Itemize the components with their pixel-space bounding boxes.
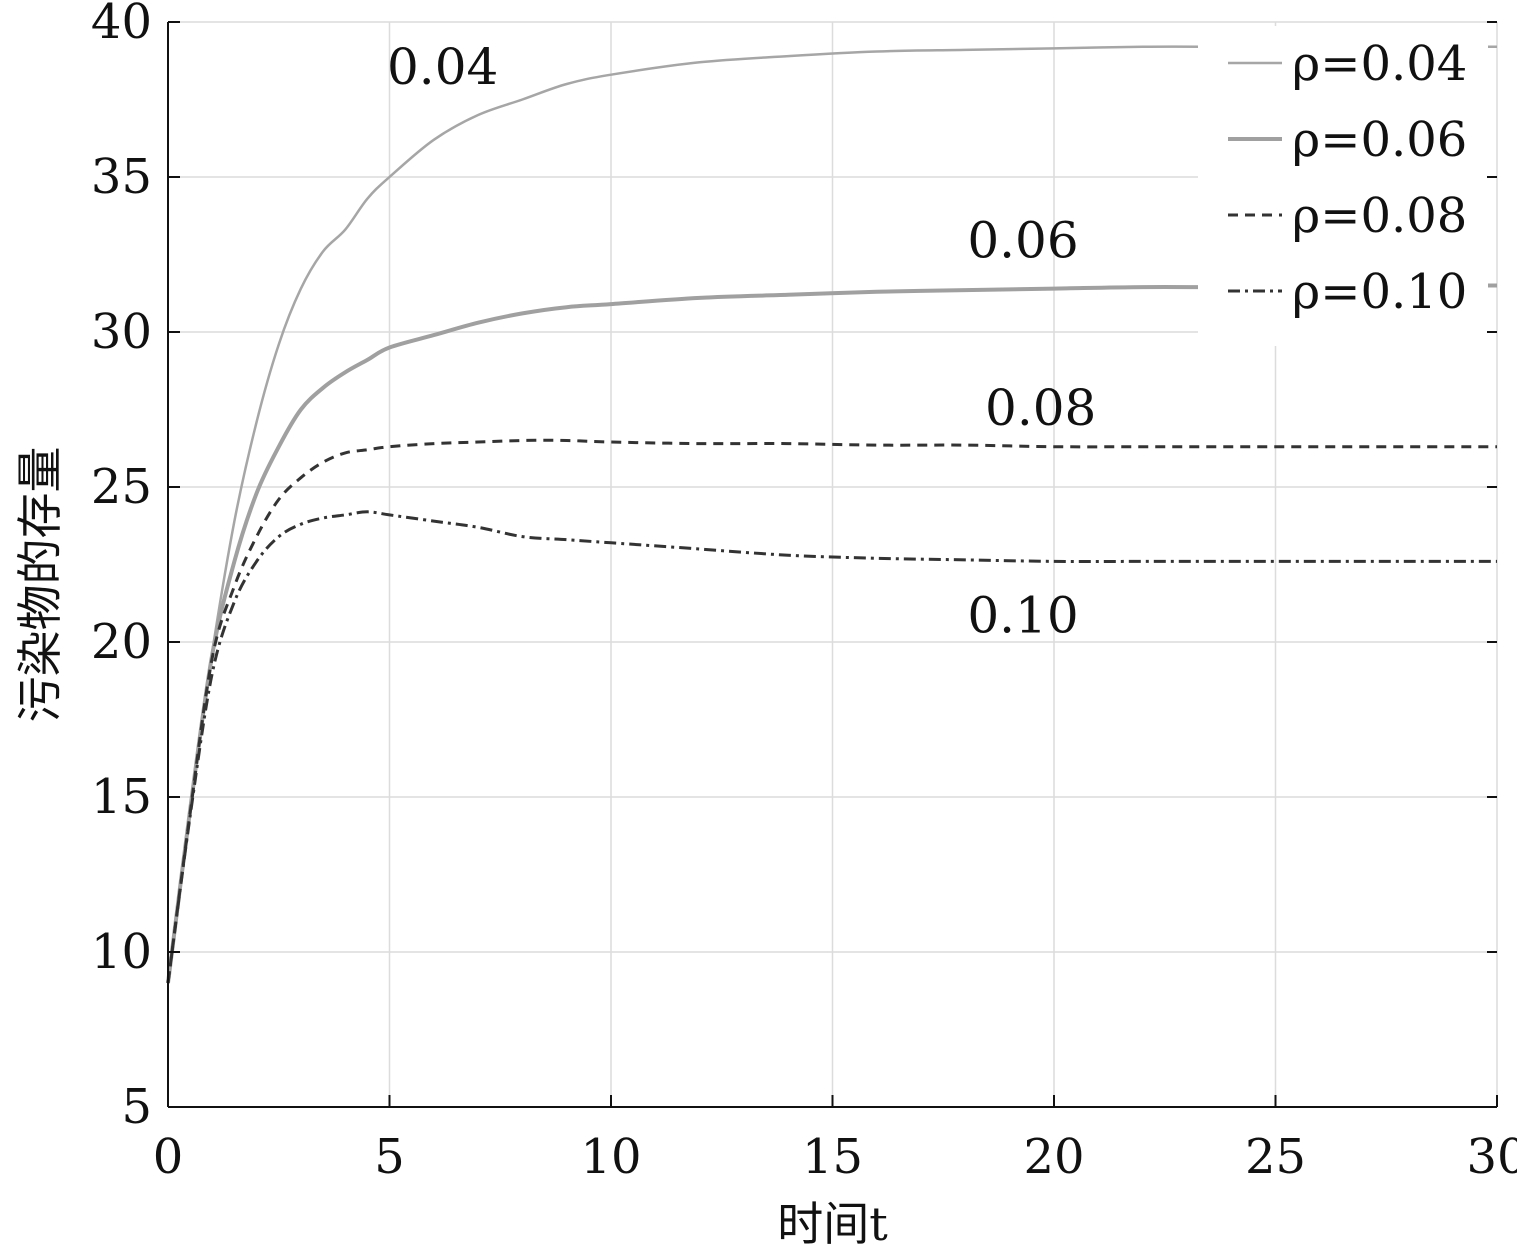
series-line-3 (166, 510, 1497, 984)
series-annotation-1: 0.06 (967, 212, 1078, 270)
x-tick-label: 5 (374, 1129, 405, 1185)
series-group (166, 45, 1497, 984)
y-tick-label: 40 (91, 0, 152, 50)
series-line-1 (166, 283, 1497, 984)
series-annotations: 0.04 0.06 0.08 0.10 (387, 38, 1096, 645)
axes (167, 21, 1498, 1108)
y-axis-title: 污染物的存量 (13, 447, 67, 723)
series-line-2 (166, 438, 1497, 984)
y-tick-label: 5 (121, 1079, 152, 1135)
series-annotation-0: 0.04 (387, 38, 498, 96)
legend-label-2: ρ=0.08 (1292, 188, 1467, 244)
series-annotation-2: 0.08 (985, 379, 1096, 437)
legend-background (1198, 26, 1488, 346)
legend-label-0: ρ=0.04 (1292, 36, 1467, 92)
y-tick-label: 20 (91, 614, 152, 670)
x-tick-label: 20 (1023, 1129, 1084, 1185)
y-tick-label: 10 (91, 924, 152, 980)
x-tick-label: 30 (1466, 1129, 1517, 1185)
y-tick-label: 35 (91, 149, 152, 205)
y-tick-label: 15 (91, 769, 152, 825)
x-axis-title: 时间t (777, 1197, 888, 1251)
y-tick-label: 25 (91, 459, 152, 515)
series-annotation-3: 0.10 (967, 587, 1078, 645)
series-line-0 (166, 45, 1497, 984)
y-tick-label: 30 (91, 304, 152, 360)
x-tick-label: 15 (802, 1129, 863, 1185)
x-tick-label: 25 (1245, 1129, 1306, 1185)
x-tick-label: 0 (153, 1129, 184, 1185)
x-tick-label: 10 (580, 1129, 641, 1185)
legend-label-1: ρ=0.06 (1292, 112, 1467, 168)
legend-label-3: ρ=0.10 (1292, 264, 1467, 320)
legend: ρ=0.04 ρ=0.06 ρ=0.08 ρ=0.10 (1198, 26, 1488, 346)
